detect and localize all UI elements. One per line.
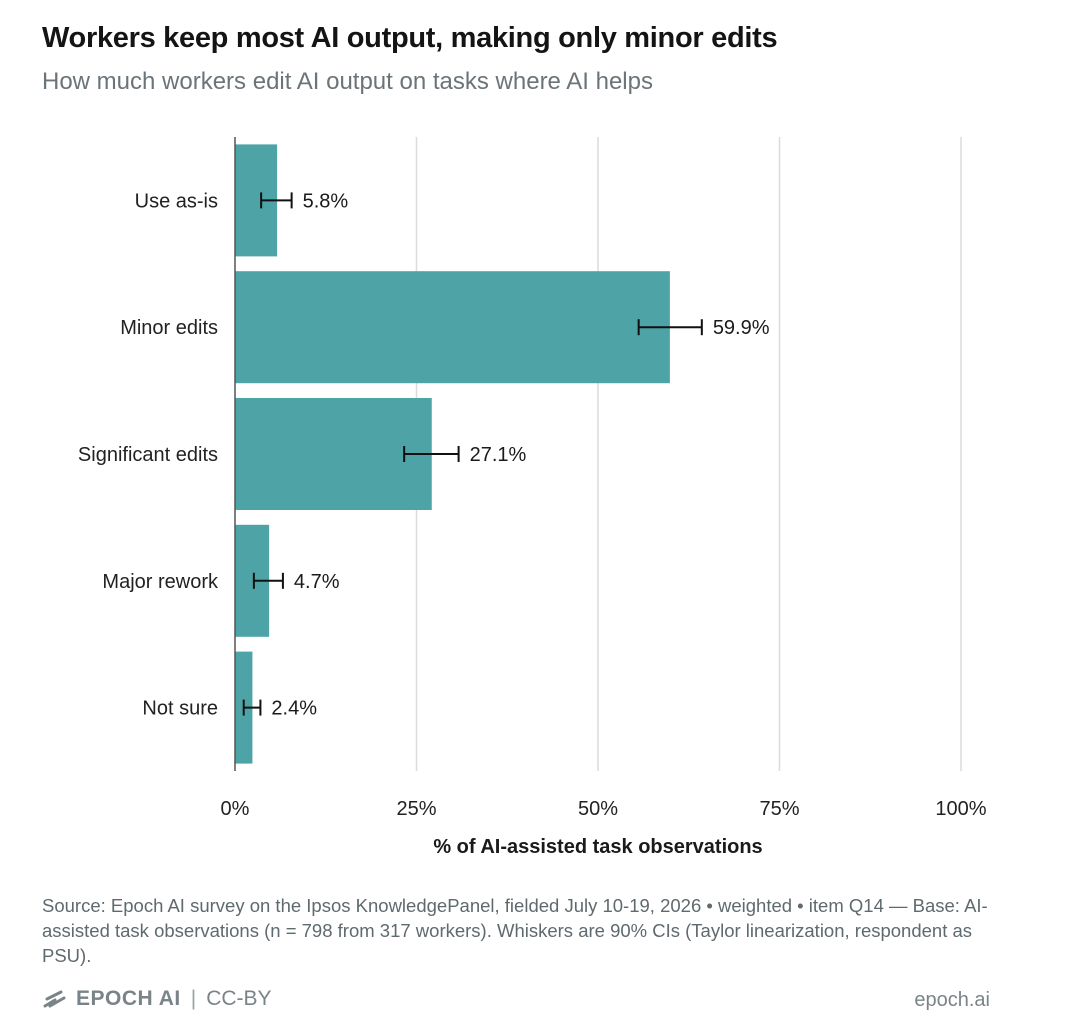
data-label: 4.7% (294, 571, 340, 593)
data-label: 2.4% (271, 698, 317, 720)
site-link[interactable]: epoch.ai (914, 989, 990, 1011)
footer: EPOCH AI | CC-BY epoch.ai (42, 987, 990, 1017)
x-tick-label: 100% (935, 798, 986, 820)
bar (235, 271, 670, 384)
category-label: Major rework (102, 571, 219, 593)
x-tick-label: 0% (221, 798, 250, 820)
bar (235, 398, 432, 510)
category-label: Minor edits (120, 317, 218, 339)
bar-chart: 5.8% Use as-is 59.9% Minor edits 27.1% Signif… (78, 137, 987, 858)
brand-name: EPOCH AI (76, 987, 181, 1010)
data-label: 5.8% (303, 190, 349, 212)
chart-subtitle: How much workers edit AI output on tasks… (42, 68, 653, 95)
epoch-logo-icon (43, 990, 66, 1008)
x-axis-title: % of AI-assisted task observations (433, 836, 762, 858)
x-tick-label: 50% (578, 798, 618, 820)
data-label: 27.1% (470, 444, 527, 466)
category-label: Significant edits (78, 444, 218, 466)
data-label: 59.9% (713, 317, 770, 339)
brand: EPOCH AI | CC-BY (42, 987, 272, 1011)
x-tick-label: 75% (759, 798, 799, 820)
chart-title: Workers keep most AI output, making only… (42, 22, 778, 54)
source-note: Source: Epoch AI survey on the Ipsos Kno… (42, 895, 988, 966)
license-label: CC-BY (206, 987, 272, 1010)
category-label: Not sure (142, 698, 218, 720)
brand-divider: | (190, 987, 197, 1010)
category-label: Use as-is (135, 190, 218, 212)
x-tick-label: 25% (396, 798, 436, 820)
